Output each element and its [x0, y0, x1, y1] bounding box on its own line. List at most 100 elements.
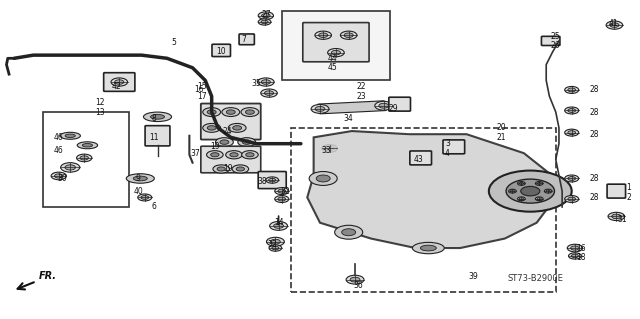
- Circle shape: [568, 176, 575, 180]
- Text: 28: 28: [589, 193, 599, 202]
- Ellipse shape: [222, 108, 240, 116]
- FancyBboxPatch shape: [389, 97, 410, 111]
- Circle shape: [564, 175, 579, 182]
- Ellipse shape: [309, 172, 337, 185]
- Text: 9: 9: [136, 174, 141, 183]
- Circle shape: [262, 13, 270, 18]
- Circle shape: [610, 23, 619, 27]
- Text: 14: 14: [274, 218, 284, 227]
- Text: 33: 33: [321, 145, 332, 154]
- Circle shape: [315, 107, 325, 111]
- Text: 6: 6: [152, 203, 157, 211]
- Circle shape: [612, 214, 621, 219]
- FancyBboxPatch shape: [303, 23, 369, 62]
- Text: 35: 35: [252, 79, 261, 88]
- FancyBboxPatch shape: [607, 184, 625, 198]
- FancyBboxPatch shape: [201, 146, 260, 173]
- Circle shape: [518, 182, 525, 185]
- Circle shape: [278, 189, 285, 193]
- Circle shape: [536, 197, 543, 201]
- FancyBboxPatch shape: [541, 36, 560, 46]
- Text: 1: 1: [627, 183, 632, 192]
- Circle shape: [80, 156, 88, 160]
- Bar: [43, 112, 129, 207]
- Text: 24: 24: [223, 127, 232, 136]
- Text: 15: 15: [197, 82, 207, 91]
- Ellipse shape: [242, 151, 258, 159]
- Ellipse shape: [246, 110, 254, 114]
- Circle shape: [258, 19, 271, 25]
- Text: 13: 13: [95, 108, 105, 116]
- Circle shape: [311, 105, 329, 113]
- Circle shape: [544, 189, 552, 193]
- Ellipse shape: [207, 110, 216, 114]
- Circle shape: [266, 237, 284, 246]
- Circle shape: [269, 178, 276, 182]
- Circle shape: [61, 163, 80, 172]
- Circle shape: [608, 212, 625, 220]
- Circle shape: [115, 80, 124, 84]
- FancyBboxPatch shape: [317, 101, 387, 114]
- FancyBboxPatch shape: [145, 126, 170, 146]
- Circle shape: [258, 12, 273, 19]
- Circle shape: [315, 31, 332, 39]
- Circle shape: [141, 196, 148, 199]
- Ellipse shape: [316, 175, 330, 182]
- Ellipse shape: [228, 123, 246, 132]
- Text: 28: 28: [589, 130, 599, 139]
- Text: 10: 10: [216, 48, 226, 56]
- Circle shape: [51, 172, 67, 180]
- Circle shape: [261, 80, 270, 84]
- Ellipse shape: [230, 153, 238, 157]
- Ellipse shape: [220, 140, 229, 144]
- Circle shape: [261, 20, 268, 24]
- Circle shape: [568, 197, 575, 201]
- Text: 19: 19: [210, 142, 220, 151]
- Text: 21: 21: [497, 133, 506, 142]
- Circle shape: [54, 174, 63, 178]
- Text: 42: 42: [111, 82, 121, 91]
- Circle shape: [568, 88, 575, 92]
- Circle shape: [266, 177, 278, 183]
- Text: 28: 28: [589, 174, 599, 183]
- Circle shape: [111, 78, 127, 86]
- Text: 44: 44: [328, 54, 338, 63]
- Ellipse shape: [412, 242, 444, 254]
- FancyBboxPatch shape: [258, 172, 286, 189]
- Text: 36: 36: [353, 281, 363, 291]
- FancyBboxPatch shape: [201, 104, 260, 140]
- Ellipse shape: [217, 167, 225, 171]
- Circle shape: [568, 131, 575, 135]
- Text: ST73-B2900E: ST73-B2900E: [508, 274, 564, 283]
- Circle shape: [568, 253, 581, 259]
- Circle shape: [519, 182, 524, 184]
- Circle shape: [510, 190, 515, 192]
- Circle shape: [564, 107, 579, 114]
- Circle shape: [568, 108, 575, 112]
- Text: 22: 22: [356, 82, 366, 91]
- Circle shape: [346, 275, 364, 284]
- Circle shape: [269, 245, 282, 251]
- Circle shape: [537, 198, 541, 200]
- Circle shape: [564, 129, 579, 136]
- Circle shape: [606, 21, 623, 29]
- Bar: [282, 11, 390, 80]
- Circle shape: [567, 244, 582, 252]
- FancyBboxPatch shape: [104, 73, 135, 91]
- Text: 39: 39: [468, 272, 478, 281]
- Ellipse shape: [207, 151, 223, 159]
- Circle shape: [375, 101, 393, 110]
- Ellipse shape: [213, 165, 230, 173]
- Circle shape: [379, 103, 388, 108]
- Text: 45: 45: [328, 63, 338, 72]
- Text: 7: 7: [241, 35, 246, 44]
- Ellipse shape: [203, 108, 221, 116]
- Text: 20: 20: [497, 123, 506, 132]
- Ellipse shape: [216, 138, 234, 146]
- Ellipse shape: [126, 174, 154, 183]
- Circle shape: [506, 179, 554, 203]
- Circle shape: [340, 31, 357, 39]
- Text: 4: 4: [445, 149, 450, 158]
- Text: 27: 27: [261, 10, 271, 19]
- Ellipse shape: [233, 126, 242, 130]
